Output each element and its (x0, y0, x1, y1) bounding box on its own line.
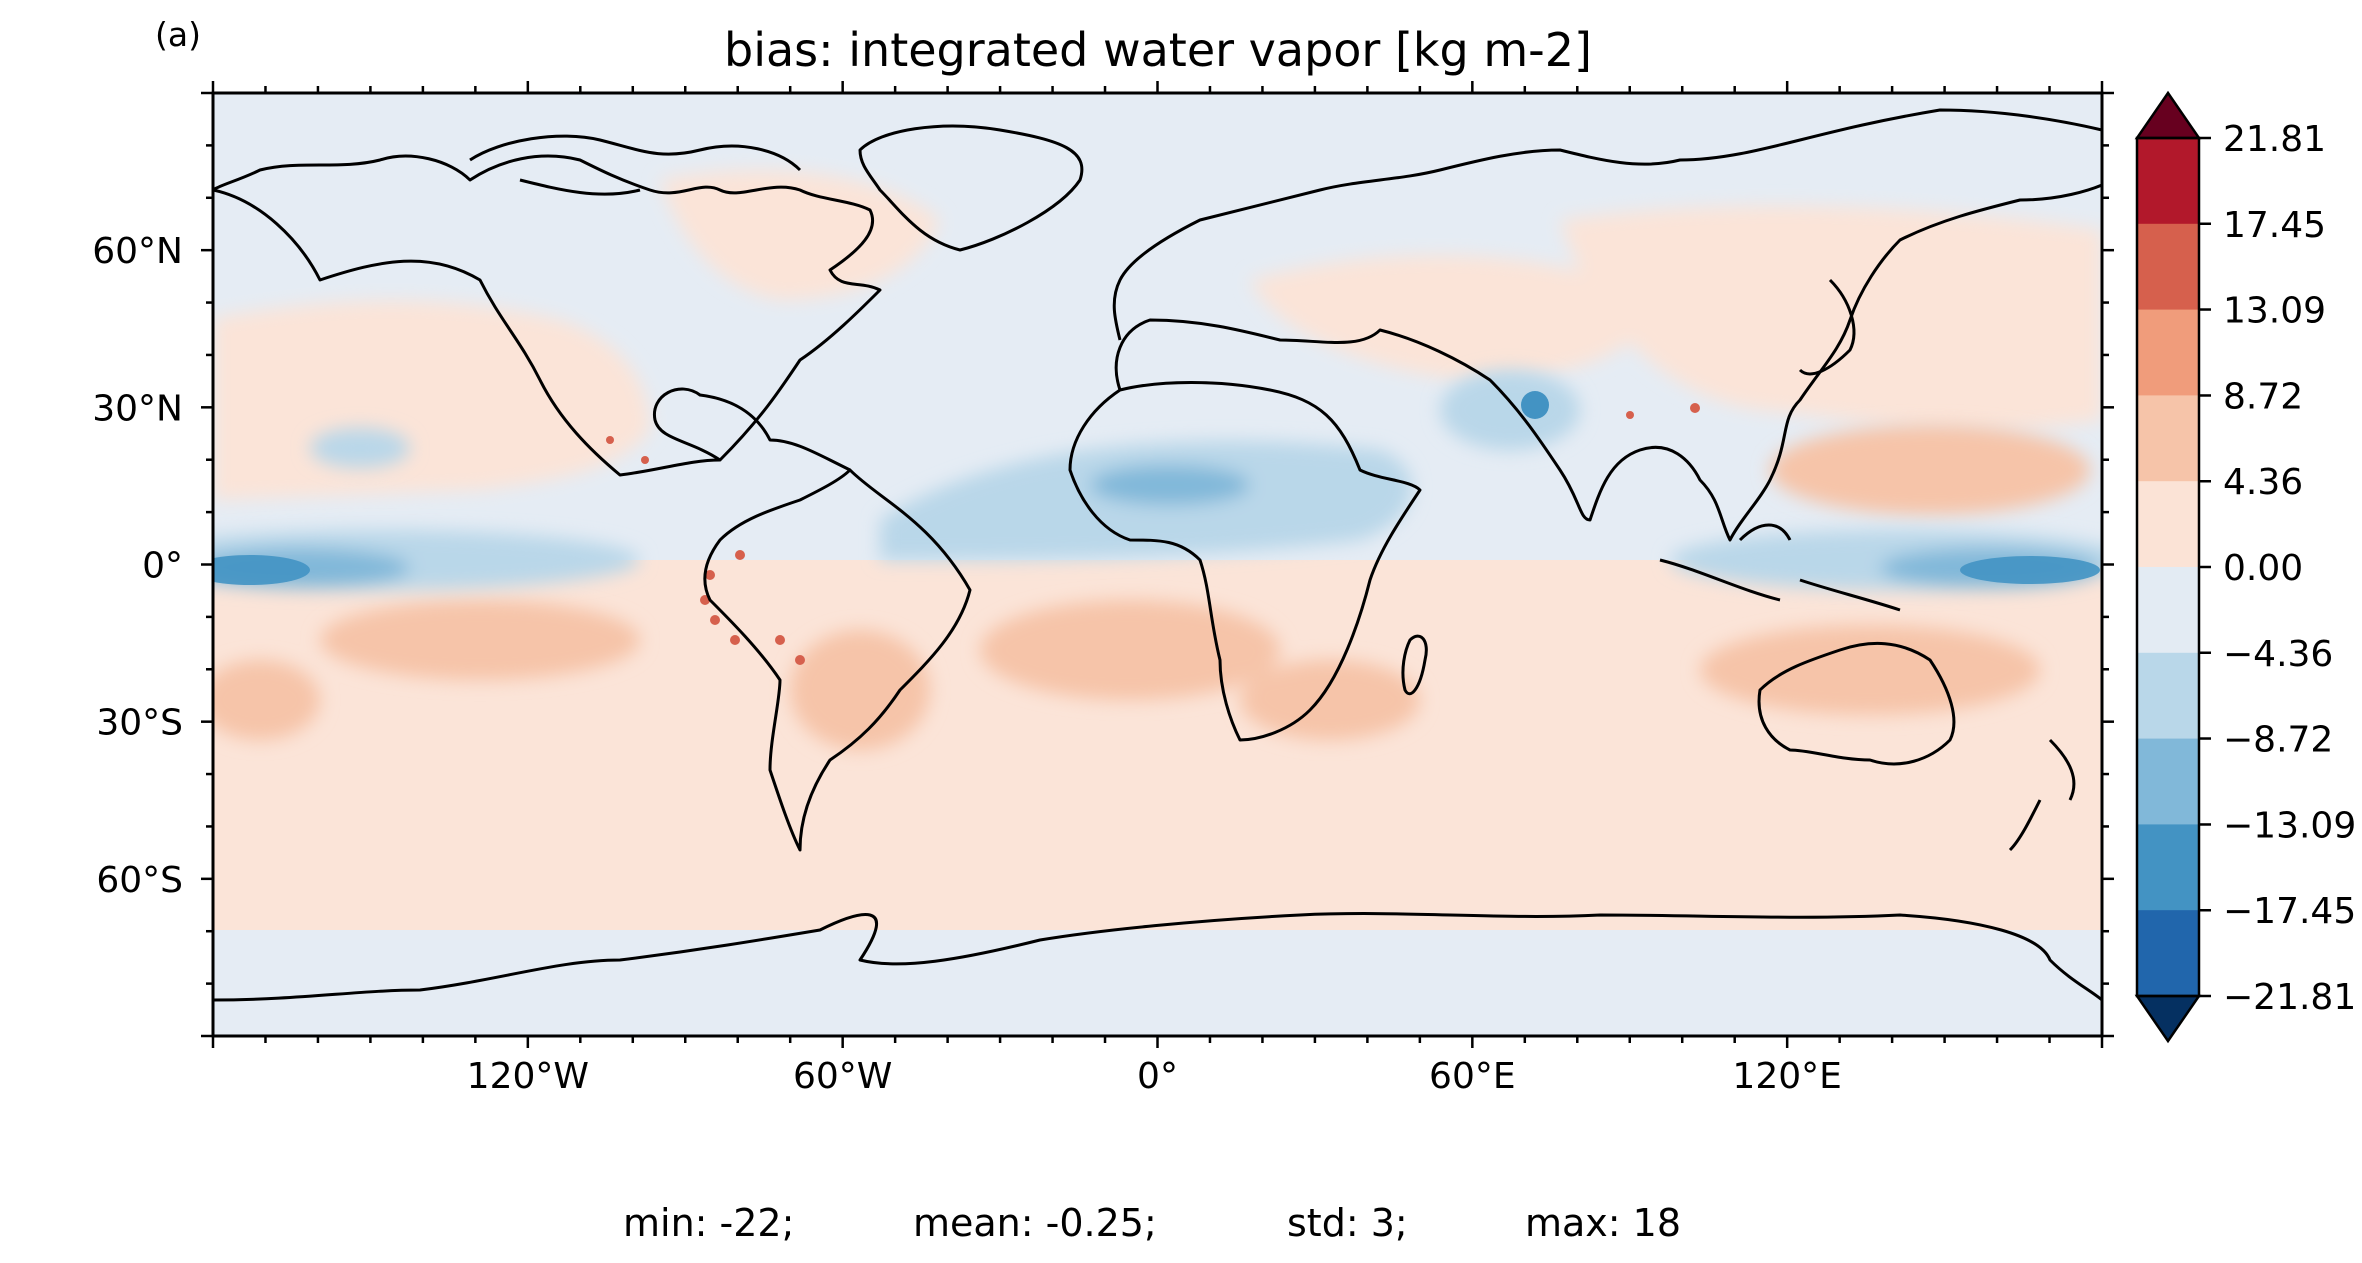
y-tick-label: 30°N (92, 388, 183, 429)
colorbar-segment (2137, 138, 2199, 225)
map-panel (211, 91, 2104, 1038)
colorbar-tick-label: −17.45 (2223, 891, 2356, 932)
y-tick-label: 30°S (96, 703, 183, 744)
coast-africa (1068, 381, 1422, 742)
colorbar-segment (2137, 395, 2199, 482)
colorbar-segment (2137, 567, 2199, 654)
strong-negative-blob-west (213, 555, 310, 585)
colorbar-tick-label: −13.09 (2223, 805, 2356, 846)
stat-max: max: 18 (1525, 1201, 1681, 1245)
antarctic-region (213, 930, 2102, 1036)
coast-australia (1757, 641, 1956, 766)
colorbar-tick-label: −4.36 (2223, 634, 2333, 675)
coast-greenland (858, 124, 1084, 252)
colorbar: 21.81 17.45 13.09 8.72 4.36 0.00 −4.36 −8.72 −13… (2134, 90, 2356, 1044)
x-tick-label: 120°E (1732, 1056, 1841, 1097)
stats-line: min: -22; mean: -0.25; std: 3; max: 18 (623, 1201, 1681, 1245)
stat-mean: mean: -0.25; (913, 1201, 1157, 1245)
coast-japan (1798, 278, 1856, 376)
x-tick-label: 60°E (1429, 1056, 1516, 1097)
coast-south-america (703, 468, 972, 852)
colorbar-segment (2137, 481, 2199, 568)
y-tick-label: 60°S (96, 860, 183, 901)
coast-north-america (213, 154, 882, 477)
colorbar-tick-label: 8.72 (2223, 376, 2303, 417)
coast-new-zealand (2008, 738, 2076, 852)
coast-canadian-archipelago (469, 134, 802, 196)
colorbar-segment (2137, 309, 2199, 396)
colorbar-tick-label: 4.36 (2223, 462, 2303, 503)
strong-negative-blob-himalaya (1521, 391, 1549, 419)
y-tick-label: 60°N (92, 231, 183, 272)
coast-eurasia (1112, 108, 2102, 542)
colorbar-segment (2137, 824, 2199, 911)
colorbar-tick-label: 13.09 (2223, 291, 2326, 332)
colorbar-segment (2137, 652, 2199, 740)
y-tick-label: 0° (142, 546, 183, 587)
x-tick-label: 120°W (467, 1056, 589, 1097)
colorbar-extend-bottom (2134, 994, 2202, 1044)
chart-title: bias: integrated water vapor [kg m-2] (724, 23, 1592, 77)
colorbar-extend-top (2134, 90, 2202, 140)
stat-min: min: -22; (623, 1201, 794, 1245)
colorbar-tick-label: 21.81 (2223, 119, 2326, 160)
colorbar-segment (2137, 738, 2199, 825)
x-axis: 120°W 60°W 0° 60°E 120°E (211, 81, 2104, 1097)
panel-label: (a) (155, 15, 201, 54)
colorbar-tick-label: 0.00 (2223, 548, 2303, 589)
coast-antarctica (213, 912, 2102, 1002)
strong-positive-blobs (213, 425, 2090, 750)
colorbar-segment (2137, 223, 2199, 311)
strong-negative-blob-east (1960, 556, 2100, 584)
colorbar-tick-label: −8.72 (2223, 720, 2333, 761)
x-tick-label: 60°W (793, 1056, 892, 1097)
colorbar-tick-label: 17.45 (2223, 205, 2326, 246)
coast-madagascar (1401, 634, 1428, 696)
y-axis: 60°N 30°N 0° 30°S 60°S (92, 91, 2114, 1038)
andes-positive-dots (606, 403, 1700, 665)
coast-indonesia (1659, 523, 1901, 612)
coastlines (213, 108, 2102, 1002)
colorbar-tick-label: −21.81 (2223, 977, 2356, 1018)
stat-std: std: 3; (1287, 1201, 1408, 1245)
colorbar-segment (2137, 910, 2199, 997)
x-tick-label: 0° (1137, 1056, 1178, 1097)
